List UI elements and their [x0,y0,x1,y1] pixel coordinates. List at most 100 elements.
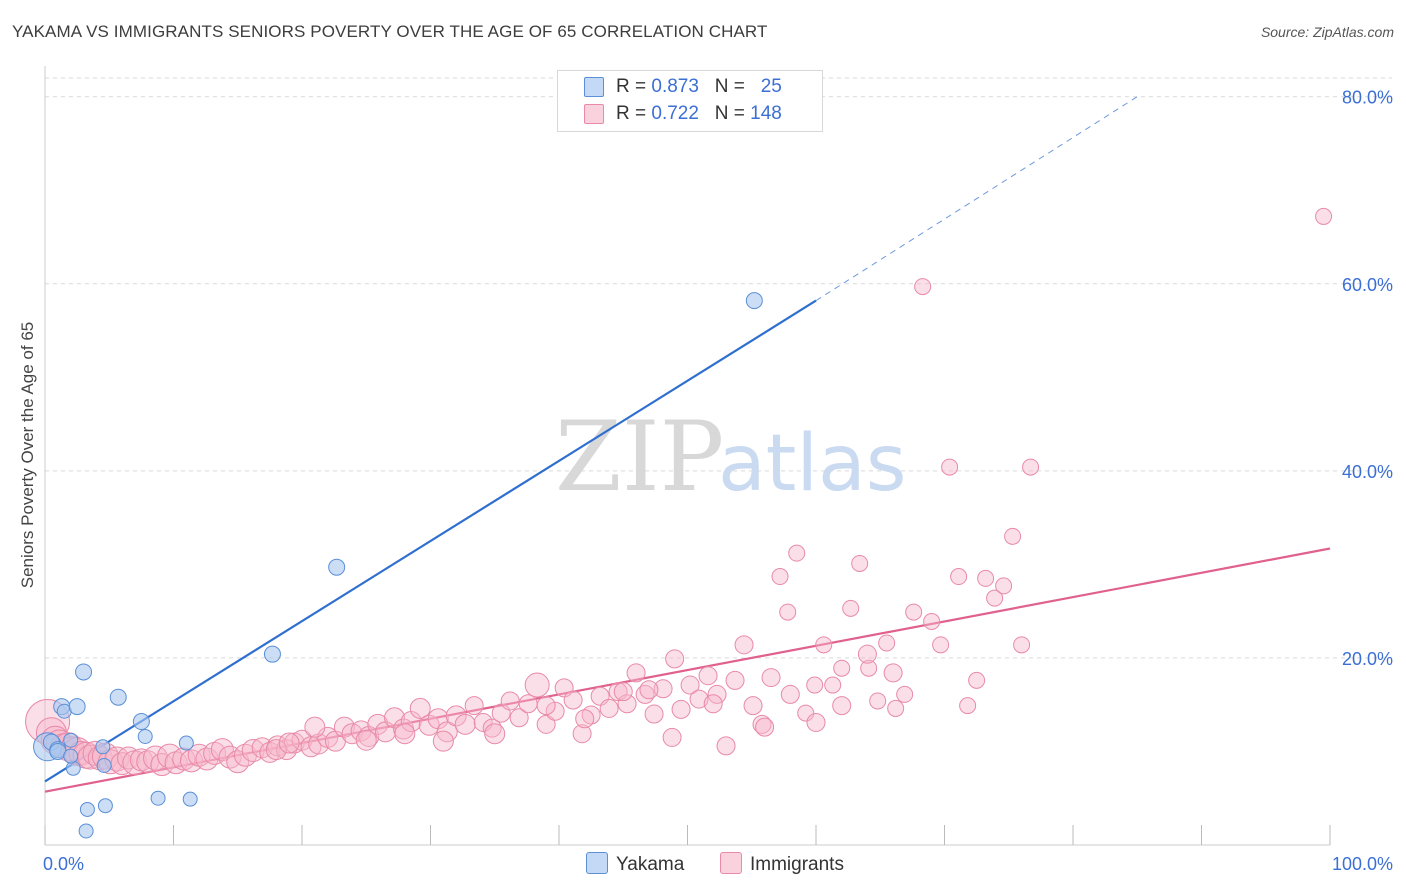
immigrants-point [484,723,506,745]
immigrants-point [905,603,923,621]
immigrants-point [575,709,595,729]
immigrants-point [869,692,887,710]
immigrants-point [432,730,454,752]
immigrants-point [761,668,781,688]
y-tick-label: 60.0% [1342,275,1393,295]
immigrants-point [914,278,932,296]
series-legend: Yakama Immigrants [0,852,1406,878]
legend-label-yakama: Yakama [616,854,685,875]
immigrants-point [771,568,789,586]
immigrants-point [832,696,852,716]
legend-item-immigrants[interactable]: Immigrants [720,852,844,876]
yakama-trend-line [44,299,817,783]
immigrants-point [409,697,431,719]
immigrants-point [639,680,659,700]
x-tick-label: 0.0% [43,854,84,874]
immigrants-point [851,554,869,572]
immigrants-point [143,745,169,771]
immigrants-point [788,544,806,562]
legend-item-yakama[interactable]: Yakama [586,852,684,876]
immigrants-point [545,701,565,721]
immigrants-point [572,724,592,744]
immigrants-point [653,679,673,699]
n-value-immigrants: 148 [750,103,782,124]
yakama-swatch [584,77,604,97]
n-label: N = [714,76,751,97]
immigrants-point [680,675,700,695]
immigrants-point [716,736,736,756]
y-tick-label: 80.0% [1342,88,1393,108]
immigrants-point [665,649,685,669]
chart-source: Source: ZipAtlas.com [1260,24,1394,40]
n-value-yakama: 25 [760,76,782,97]
yakama-point [109,688,127,706]
immigrants-point [932,636,950,654]
immigrants-point [703,694,723,714]
immigrants-point [662,727,682,747]
immigrants-point [524,672,550,698]
yakama-point [78,823,94,839]
yakama-point [150,790,166,806]
immigrants-point [464,696,484,716]
yakama-point [95,739,111,755]
immigrants-point [878,634,896,652]
yakama-point [182,791,198,807]
y-tick-label: 20.0% [1342,649,1393,669]
immigrants-point [304,716,326,738]
immigrants-point [367,713,389,735]
r-value-yakama: 0.873 [651,76,699,97]
immigrants-point [518,694,538,714]
watermark-zip: ZIP [555,401,724,513]
immigrants-point [1004,527,1022,545]
immigrants-point [599,698,619,718]
immigrants-point [883,663,903,683]
immigrants-point [857,644,877,664]
trend-lines [44,96,1331,793]
immigrants-point [500,691,520,711]
immigrants-point [394,723,416,745]
immigrants-point [341,723,363,745]
immigrants-point [752,714,772,734]
immigrants-point [780,684,800,704]
immigrants-point [613,682,633,702]
immigrants-point [445,705,467,727]
yakama-point [65,760,81,776]
y-tick-label: 40.0% [1342,462,1393,482]
watermark-atlas: atlas [718,419,907,509]
immigrants-point [689,689,709,709]
yakama-points [33,292,763,839]
immigrants-point [842,599,860,617]
immigrants-point [509,708,529,728]
immigrants-point [536,714,556,734]
yakama-point [75,663,93,681]
immigrants-point [278,732,300,754]
r-label: R = [616,76,652,97]
tick-labels: 20.0% 40.0% 60.0% 80.0% 0.0% 100.0% [43,88,1393,874]
immigrants-point [233,743,257,767]
yakama-point [97,798,113,814]
immigrants-point [734,635,754,655]
immigrants-point [1022,458,1040,476]
immigrants-point [1315,207,1333,225]
r-label: R = [616,103,652,124]
immigrants-point [1013,636,1031,654]
yakama-point [328,558,346,576]
immigrants-point [241,739,265,763]
immigrants-point [896,685,914,703]
y-axis-label: Seniors Poverty Over the Age of 65 [18,321,37,589]
immigrants-point [806,712,826,732]
yakama-point [745,292,763,310]
yakama-point [96,757,112,773]
immigrants-point [779,603,797,621]
r-value-immigrants: 0.722 [651,103,699,124]
gridlines [45,77,1392,659]
immigrants-swatch [720,852,742,874]
immigrants-point [755,717,775,737]
immigrants-point [833,659,851,677]
immigrants-point [968,671,986,689]
n-label: N = [714,103,751,124]
yakama-trend-extension [815,96,1138,302]
immigrants-point [977,569,995,587]
immigrants-point [950,568,968,586]
